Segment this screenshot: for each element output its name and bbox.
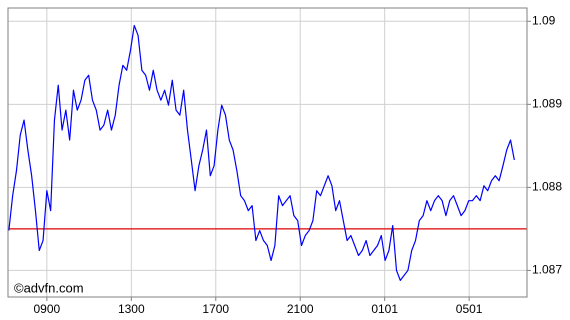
plot-area [8,8,527,297]
x-tick-label: 1700 [202,302,229,316]
x-tick-label: 0900 [33,302,60,316]
x-tick-label: 2100 [287,302,314,316]
watermark: ©advfn.com [14,280,84,295]
x-tick-label: 0501 [456,302,483,316]
y-tick-label: 1.089 [532,97,562,111]
price-line [8,24,515,281]
y-tick-label: 1.087 [532,263,562,277]
y-tick-label: 1.09 [532,13,556,27]
labels: 1.087 1.088 1.089 1.09 0900 1300 1700 2100 0101 0… [33,13,562,316]
y-tick-label: 1.088 [532,180,562,194]
x-tick-label: 1300 [118,302,145,316]
x-tick-label: 0101 [371,302,398,316]
marks [8,24,527,281]
plot-border [7,7,528,298]
